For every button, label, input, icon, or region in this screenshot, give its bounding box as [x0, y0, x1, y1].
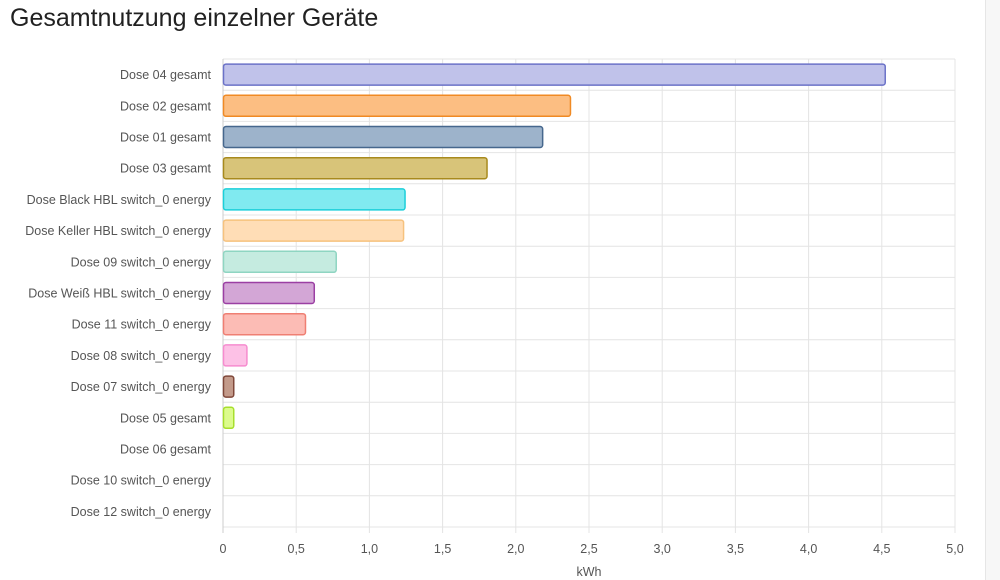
bar[interactable]	[222, 63, 886, 86]
chart-title: Gesamtnutzung einzelner Geräte	[10, 4, 379, 32]
x-tick-label: 0	[220, 542, 227, 556]
x-tick-label: 3,5	[727, 542, 744, 556]
x-tick-label: 5,0	[946, 542, 963, 556]
category-label: Dose 12 switch_0 energy	[71, 505, 212, 519]
bar[interactable]	[222, 125, 544, 149]
bar[interactable]	[222, 188, 406, 211]
category-label: Dose 05 gesamt	[120, 411, 212, 425]
bar[interactable]	[222, 156, 488, 180]
bar[interactable]	[222, 406, 235, 430]
x-tick-label: 4,5	[873, 542, 890, 556]
grid	[222, 58, 956, 533]
scrollbar-track[interactable]	[986, 0, 1000, 580]
x-tick-label: 1,5	[434, 542, 451, 556]
x-tick-label: 1,0	[361, 542, 378, 556]
category-labels: Dose 04 gesamt Dose 02 gesamt Dose 01 gesa…	[25, 68, 211, 519]
x-tick-label: 4,0	[800, 542, 817, 556]
bar[interactable]	[222, 375, 235, 398]
bar[interactable]	[222, 250, 337, 274]
category-label: Dose 06 gesamt	[120, 443, 212, 457]
category-label: Dose 01 gesamt	[120, 131, 212, 145]
bar[interactable]	[222, 281, 316, 305]
bar[interactable]	[222, 344, 248, 367]
bars	[222, 63, 886, 430]
x-tick-label: 0,5	[288, 542, 305, 556]
x-axis-title: kWh	[577, 565, 602, 579]
category-label: Dose Black HBL switch_0 energy	[27, 193, 212, 207]
x-tick-label: 2,0	[507, 542, 524, 556]
x-tick-labels: 0 0,5 1,0 1,5 2,0 2,5 3,0 3,5 4,0 4,5 5,0	[220, 542, 964, 556]
category-label: Dose 08 switch_0 energy	[71, 349, 212, 363]
bar[interactable]	[222, 312, 307, 336]
category-label: Dose Keller HBL switch_0 energy	[25, 224, 211, 238]
category-label: Dose 02 gesamt	[120, 99, 212, 113]
category-label: Dose Weiß HBL switch_0 energy	[28, 287, 211, 301]
panel-divider	[985, 0, 986, 580]
category-label: Dose 07 switch_0 energy	[71, 380, 212, 394]
x-tick-label: 2,5	[580, 542, 597, 556]
bar[interactable]	[222, 94, 572, 118]
category-label: Dose 03 gesamt	[120, 162, 212, 176]
category-label: Dose 09 switch_0 energy	[71, 255, 212, 269]
x-tick-label: 3,0	[654, 542, 671, 556]
category-label: Dose 04 gesamt	[120, 68, 212, 82]
bar[interactable]	[222, 219, 405, 242]
category-label: Dose 10 switch_0 energy	[71, 474, 212, 488]
category-label: Dose 11 switch_0 energy	[72, 318, 212, 332]
